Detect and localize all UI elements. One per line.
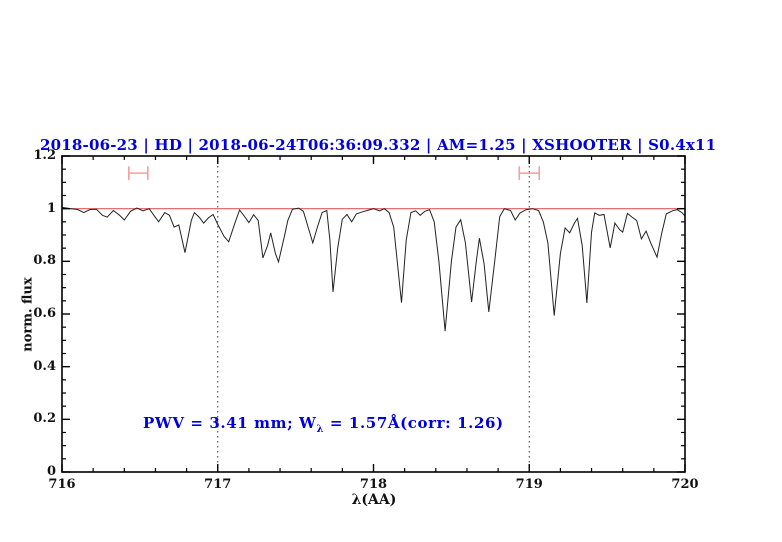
x-tick-label: 718: [359, 477, 388, 492]
y-tick-label: 0: [46, 464, 56, 479]
x-tick-label: 716: [48, 477, 76, 492]
spectrum-line: [61, 206, 686, 332]
x-tick-label: 719: [515, 477, 543, 492]
y-tick-label: 0.2: [33, 411, 56, 427]
y-tick-label: 1.2: [33, 148, 56, 163]
pwv-annotation-text2: = 1.57Å(corr: 1.26): [324, 414, 504, 432]
pwv-annotation: PWV = 3.41 mm; Wλ = 1.57Å(corr: 1.26): [143, 414, 504, 435]
x-tick-label: 717: [204, 477, 232, 492]
pwv-annotation-subscript: λ: [316, 424, 325, 435]
y-tick-label: 0.6: [33, 306, 56, 321]
x-tick-label: 720: [671, 477, 699, 492]
y-tick-label: 0.4: [33, 358, 56, 374]
plot-title: 2018-06-23 | HD | 2018-06-24T06:36:09.33…: [40, 136, 717, 154]
y-tick-label: 1: [46, 200, 56, 216]
pwv-annotation-text: PWV = 3.41 mm; W: [143, 414, 317, 432]
y-tick-label: 0.8: [33, 253, 56, 269]
x-axis-label: λ(AA): [351, 492, 397, 508]
